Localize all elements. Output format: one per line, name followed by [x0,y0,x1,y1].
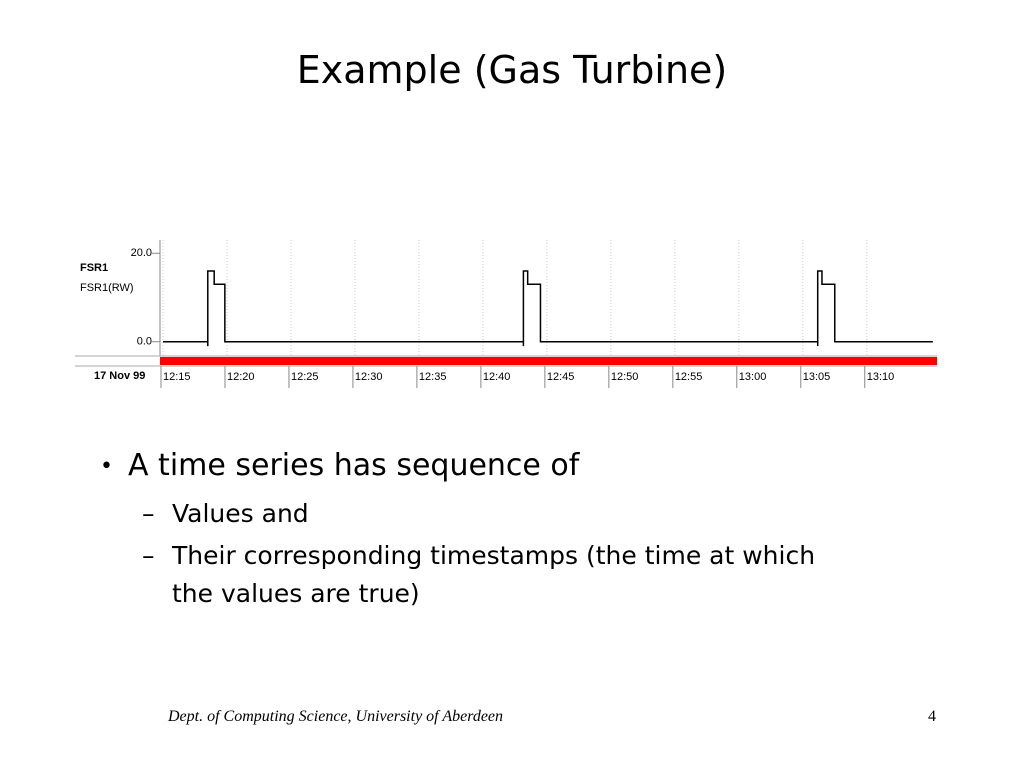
page-number: 4 [928,708,936,725]
bullet-list: A time series has sequence of Values and… [100,448,920,613]
x-tick-label: 12:30 [355,371,383,383]
sub-bullet: Values and [100,495,832,533]
footer: Dept. of Computing Science, University o… [168,708,504,725]
x-tick-label: 12:40 [483,371,511,383]
x-tick-label: 12:20 [227,371,255,383]
x-tick-label: 13:05 [803,371,831,383]
y-tick-label: 0.0 [137,336,152,348]
x-tick-label: 13:00 [739,371,767,383]
x-tick-label: 12:55 [675,371,703,383]
x-tick-label: 12:45 [547,371,575,383]
x-tick-label: 13:10 [867,371,895,383]
bullet: A time series has sequence of [100,448,920,483]
y-tick-label: 20.0 [131,247,152,259]
series-line [163,270,933,347]
x-tick-label: 12:15 [163,371,191,383]
x-tick-label: 12:35 [419,371,447,383]
sub-bullet: Their corresponding timestamps (the time… [100,537,832,613]
slide-title: Example (Gas Turbine) [296,48,728,92]
x-tick-label: 12:50 [611,371,639,383]
x-tick-label: 12:25 [291,371,319,383]
series-label: FSR1 [80,262,108,274]
date-label: 17 Nov 99 [94,370,145,382]
y-label: FSR1(RW) [80,282,134,294]
time-band [160,357,937,365]
